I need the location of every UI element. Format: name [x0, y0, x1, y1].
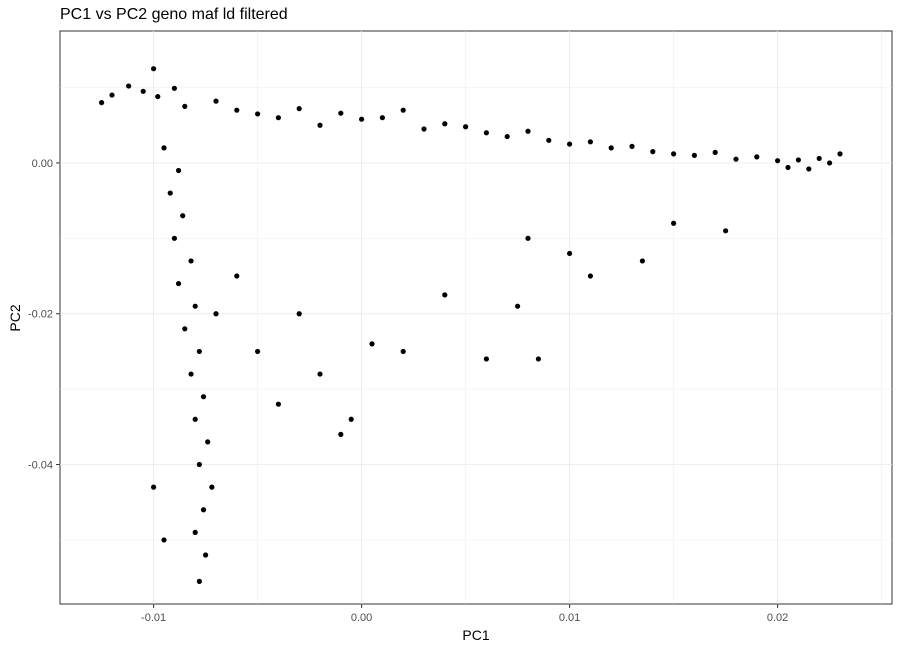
- data-point: [785, 164, 791, 171]
- data-point: [213, 311, 219, 317]
- data-point: [587, 139, 594, 145]
- data-point: [442, 292, 448, 298]
- data-point: [234, 107, 240, 113]
- data-point: [567, 141, 573, 147]
- data-point: [483, 130, 489, 136]
- data-point: [483, 356, 489, 362]
- data-point: [816, 155, 822, 162]
- data-point: [255, 348, 261, 355]
- data-point: [167, 190, 173, 196]
- data-point: [525, 128, 531, 134]
- data-point: [775, 158, 781, 164]
- data-point: [567, 250, 573, 257]
- data-point: [515, 303, 521, 309]
- plot-panel: [59, 30, 893, 605]
- x-axis-title: PC1: [462, 627, 489, 643]
- data-point: [161, 537, 167, 543]
- data-point: [296, 106, 302, 112]
- x-tick-label: -0.01: [141, 612, 166, 624]
- data-point: [188, 371, 194, 377]
- data-point: [192, 529, 198, 535]
- data-point: [171, 235, 177, 241]
- grid-lines: [60, 31, 892, 604]
- data-point: [504, 133, 510, 140]
- data-point: [691, 152, 698, 159]
- data-point: [379, 115, 385, 121]
- data-point: [182, 326, 188, 332]
- data-point: [196, 348, 202, 355]
- data-point: [754, 154, 760, 160]
- data-point: [639, 258, 646, 264]
- data-point: [255, 111, 261, 117]
- data-point: [795, 157, 802, 163]
- data-point: [175, 167, 182, 174]
- data-point: [180, 213, 186, 219]
- data-point: [196, 461, 202, 468]
- data-point: [275, 115, 281, 121]
- data-point: [400, 348, 406, 355]
- data-point: [155, 93, 161, 100]
- data-point: [712, 149, 718, 155]
- data-point: [175, 280, 182, 287]
- chart-title: PC1 vs PC2 geno maf ld filtered: [60, 6, 288, 23]
- data-point: [275, 401, 281, 407]
- data-point: [209, 484, 215, 490]
- x-tick-label: 0.00: [351, 612, 372, 624]
- data-point: [650, 149, 656, 155]
- data-point: [546, 137, 552, 143]
- data-point: [109, 92, 115, 98]
- x-tick-label: 0.02: [767, 612, 788, 624]
- data-point: [806, 166, 812, 172]
- data-point: [442, 121, 448, 127]
- data-point: [837, 151, 843, 157]
- y-tick-label: 0.00: [32, 158, 53, 170]
- data-point: [151, 484, 157, 490]
- data-point: [234, 273, 240, 279]
- axis-ticks: -0.01 0.00 0.01 0.02 0.00 -0.02 -0.04: [28, 158, 788, 624]
- data-point: [671, 220, 677, 226]
- data-point: [99, 100, 105, 106]
- data-point: [188, 258, 194, 264]
- data-points: [99, 66, 843, 584]
- data-point: [463, 124, 469, 130]
- data-point: [525, 235, 531, 241]
- data-point: [140, 88, 146, 94]
- data-point: [182, 103, 188, 109]
- data-point: [400, 107, 406, 113]
- data-point: [317, 371, 323, 377]
- data-point: [359, 116, 365, 122]
- data-point: [629, 143, 635, 149]
- data-point: [348, 416, 354, 422]
- data-point: [369, 341, 375, 347]
- data-point: [161, 145, 167, 151]
- data-point: [171, 85, 177, 91]
- data-point: [200, 394, 207, 400]
- data-point: [338, 110, 344, 116]
- x-tick-label: 0.01: [559, 612, 580, 624]
- data-point: [827, 160, 833, 166]
- data-point: [317, 122, 323, 128]
- data-point: [421, 126, 427, 132]
- data-point: [723, 228, 729, 234]
- data-point: [200, 507, 207, 513]
- data-point: [535, 356, 542, 362]
- data-point: [205, 439, 211, 445]
- data-point: [733, 156, 739, 162]
- y-tick-label: -0.02: [28, 309, 53, 321]
- data-point: [196, 578, 202, 584]
- data-point: [671, 151, 677, 157]
- data-point: [587, 273, 594, 279]
- data-point: [151, 66, 157, 72]
- data-point: [213, 98, 219, 104]
- y-tick-label: -0.04: [28, 460, 53, 472]
- data-point: [608, 145, 614, 151]
- data-point: [192, 416, 198, 422]
- y-axis-title: PC2: [7, 304, 23, 331]
- data-point: [338, 431, 344, 437]
- data-point: [192, 303, 198, 309]
- data-point: [126, 83, 132, 89]
- data-point: [296, 311, 302, 317]
- data-point: [203, 552, 209, 558]
